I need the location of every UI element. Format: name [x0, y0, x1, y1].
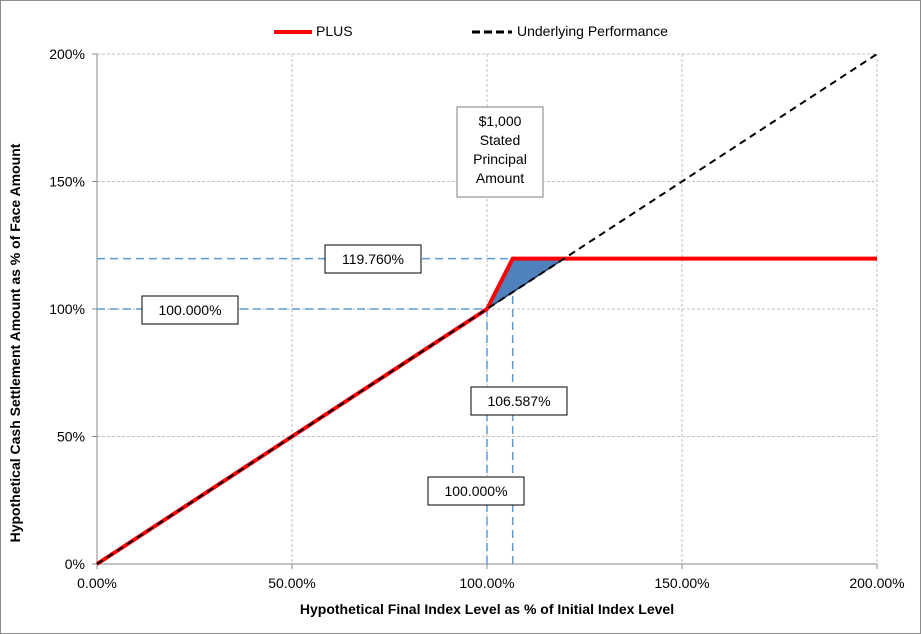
x-tick-label: 200.00% — [849, 575, 904, 591]
legend: PLUS Underlying Performance — [274, 23, 668, 39]
legend-label-underlying: Underlying Performance — [517, 23, 668, 39]
stated-principal-callout: $1,000 Stated Principal Amount — [456, 106, 544, 198]
label-x-106-box — [470, 386, 568, 416]
x-tick-label: 50.00% — [268, 575, 315, 591]
y-tick-label: 0% — [65, 556, 85, 572]
label-y-119-text: 119.760% — [342, 251, 404, 267]
label-x-100-callout: 100.000% — [427, 476, 525, 506]
label-x-100-box — [427, 476, 525, 506]
label-y-100-text: 100.000% — [158, 302, 221, 318]
y-tick-label: 200% — [49, 46, 85, 62]
label-y-100-callout: 100.000% — [141, 295, 239, 325]
label-x-100-text: 100.000% — [444, 483, 507, 499]
stated-principal-line-4: Amount — [476, 170, 524, 186]
x-tick-label: 0.00% — [77, 575, 117, 591]
x-tick-label: 100.00% — [459, 575, 514, 591]
label-x-106-callout: 106.587% — [470, 386, 568, 416]
x-axis-title: Hypothetical Final Index Level as % of I… — [300, 601, 674, 617]
label-x-106-text: 106.587% — [487, 393, 550, 409]
x-tick-label: 150.00% — [654, 575, 709, 591]
y-tick-label: 150% — [49, 174, 85, 190]
y-tick-label: 100% — [49, 301, 85, 317]
y-axis-title: Hypothetical Cash Settlement Amount as %… — [7, 143, 23, 542]
label-y-119-box — [324, 244, 422, 274]
stated-principal-line-1: $1,000 — [479, 113, 522, 129]
legend-label-plus: PLUS — [316, 23, 353, 39]
label-y-119-callout: 119.760% — [324, 244, 422, 274]
label-y-100-box — [141, 295, 239, 325]
series-layer — [95, 53, 878, 566]
stated-principal-line-2: Stated — [480, 132, 520, 148]
y-tick-label: 50% — [57, 429, 85, 445]
stated-principal-box — [456, 106, 544, 198]
tick-labels: 0.00% 50.00% 100.00% 150.00% 200.00% 0% 50% 100… — [49, 46, 904, 591]
stated-principal-line-3: Principal — [473, 151, 527, 167]
